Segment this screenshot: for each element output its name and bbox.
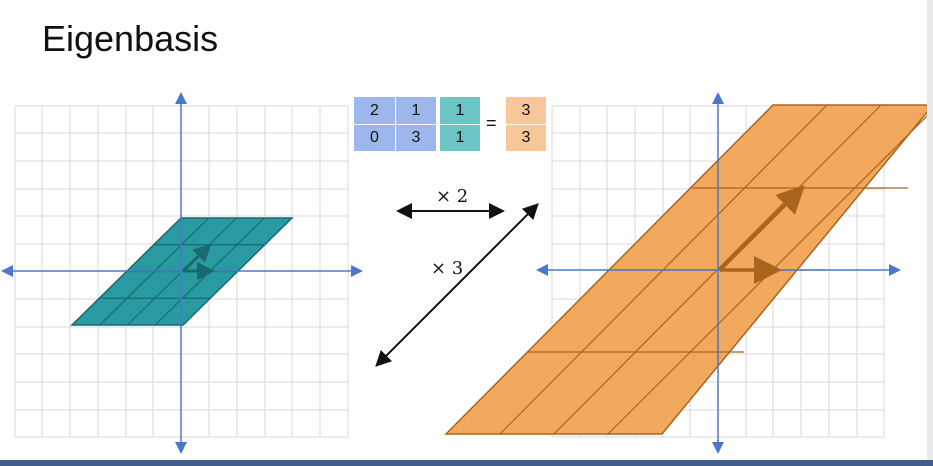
- right-basis-arrows: [718, 185, 805, 284]
- result-entry: 3: [521, 129, 531, 146]
- matrix-equation: [354, 97, 546, 151]
- scale-label-diagonal: × 3: [431, 258, 464, 279]
- slide-title: Eigenbasis: [42, 18, 219, 59]
- vector-entry: 1: [455, 129, 465, 146]
- matrix-entry: 3: [411, 129, 421, 146]
- right-edge-strip: [927, 0, 933, 466]
- scale-label-horizontal: × 2: [436, 186, 469, 207]
- vector-entry: 1: [455, 101, 465, 119]
- transformation-arrows: [375, 203, 539, 367]
- matrix-entry: 0: [370, 129, 379, 146]
- result-entry: 3: [521, 101, 531, 119]
- matrix-entry: 2: [370, 101, 379, 119]
- bottom-bar: [0, 460, 933, 466]
- matrix-entry: 1: [411, 101, 421, 119]
- left-basis-arrows: [181, 243, 215, 280]
- equals-sign: =: [486, 113, 497, 133]
